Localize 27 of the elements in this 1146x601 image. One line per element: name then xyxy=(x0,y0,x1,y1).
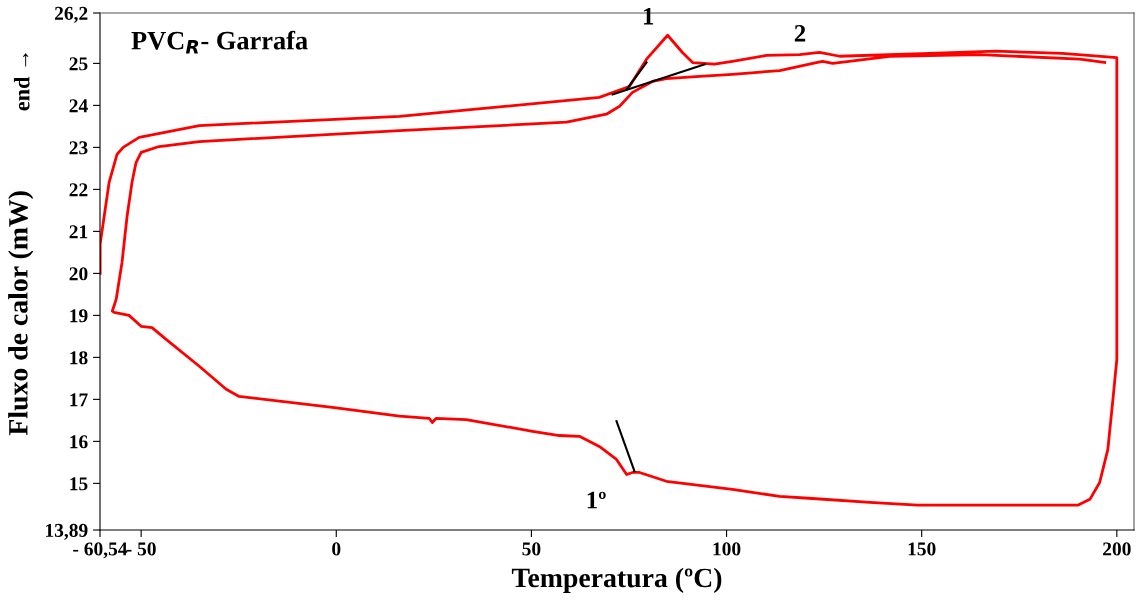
text: end → xyxy=(13,53,30,111)
y-tick-label: 13,89 xyxy=(46,523,88,540)
text: PVC$_{R}$- Garrafa xyxy=(131,30,308,54)
x-axis-title: Temperatura (ºC) xyxy=(511,567,722,593)
x-tick-label: 150 xyxy=(908,542,936,556)
y-tick-label: 26,2 xyxy=(54,6,88,23)
x-tick-label: 100 xyxy=(713,542,741,556)
y-tick-label: 23 xyxy=(69,141,88,155)
y-tick-label: 19 xyxy=(70,309,88,323)
x-tick-label: 200 xyxy=(1103,542,1131,556)
annotation: 1 xyxy=(643,7,654,25)
y-tick-label: 16 xyxy=(70,435,88,449)
y-tick-label: 21 xyxy=(69,225,88,239)
annotation: 2 xyxy=(794,25,806,42)
y-tick-label: 24 xyxy=(69,99,88,113)
y-tick-label: 20 xyxy=(69,267,88,281)
x-tick-label: - 60,54 xyxy=(73,542,128,559)
annotation: 1º xyxy=(587,491,606,509)
y-tick-label: 15 xyxy=(70,477,88,491)
y-tick-label: 22 xyxy=(69,183,88,197)
x-tick-label: 0 xyxy=(332,542,341,556)
y-axis-title: Fluxo de calor (mW) xyxy=(8,191,34,436)
x-tick-label: 50 xyxy=(522,542,541,556)
y-tick-label: 17 xyxy=(70,393,88,407)
y-tick-label: 18 xyxy=(70,351,88,365)
x-tick-label: - 50 xyxy=(126,542,156,556)
y-tick-label: 25 xyxy=(69,57,88,71)
